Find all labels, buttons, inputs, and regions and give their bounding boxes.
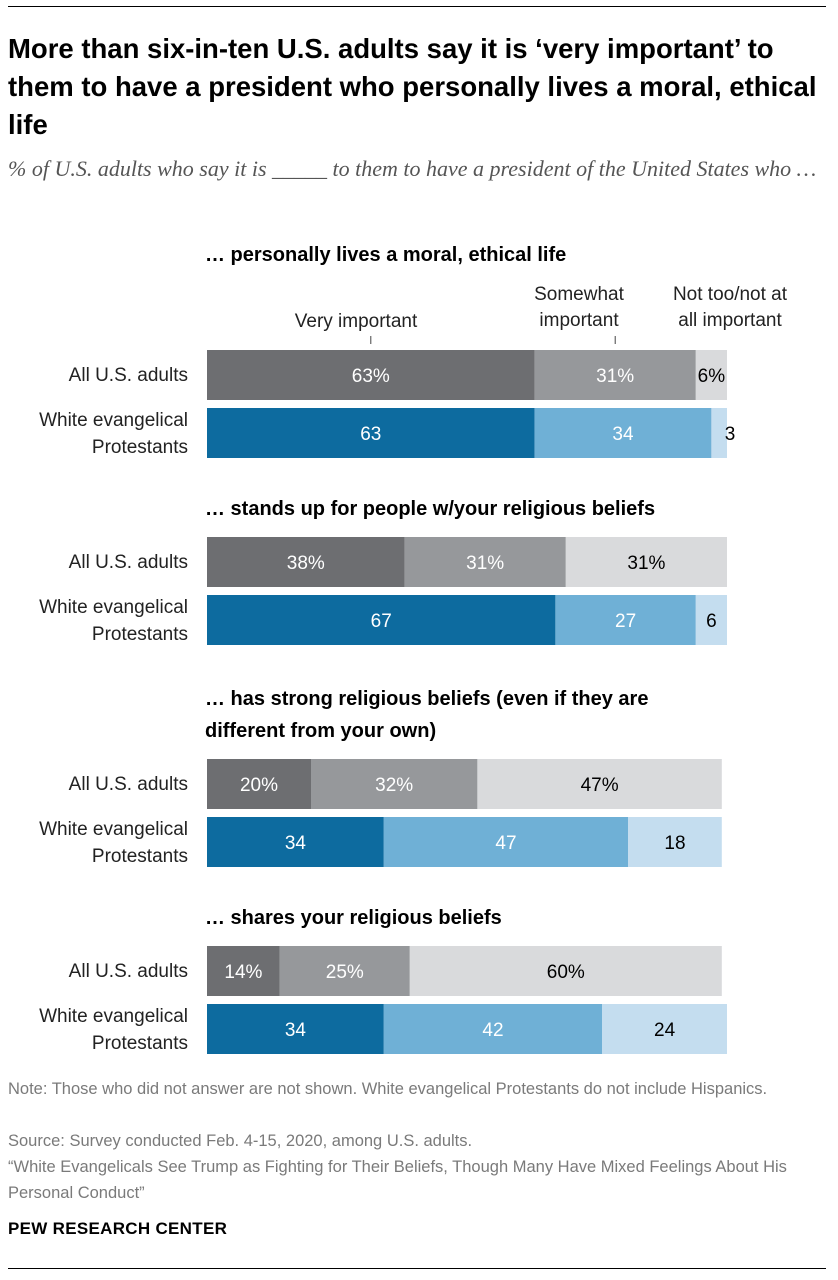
category-label-white-evangelical: White evangelical Protestants bbox=[39, 410, 188, 458]
stacked-bar-chart: Very important Somewhat important Not too/n… bbox=[39, 244, 788, 1054]
data-label: 42 bbox=[482, 1020, 503, 1041]
bar-segment bbox=[279, 946, 410, 996]
bar-segment bbox=[565, 537, 727, 587]
data-label: 47% bbox=[581, 775, 619, 796]
data-label: 31% bbox=[596, 366, 634, 387]
category-label-white-evangelical: White evangelical Protestants bbox=[39, 819, 188, 867]
bar-segment bbox=[207, 595, 556, 645]
bar-segment bbox=[695, 595, 727, 645]
chart-note: Note: Those who did not answer are not s… bbox=[8, 1080, 768, 1098]
data-label: 14% bbox=[224, 962, 262, 983]
panel-heading: … stands up for people w/your religious … bbox=[205, 498, 655, 520]
data-label: 67 bbox=[371, 611, 392, 632]
chart-subtitle: % of U.S. adults who say it is _____ to … bbox=[8, 156, 817, 181]
bar-segment bbox=[555, 595, 696, 645]
bar-segment bbox=[711, 408, 727, 458]
data-label: 34 bbox=[612, 424, 634, 445]
bar-segment bbox=[534, 408, 712, 458]
bar-segment bbox=[628, 817, 722, 867]
chart-title: More than six-in-ten U.S. adults say it … bbox=[8, 33, 817, 140]
data-label: 34 bbox=[285, 833, 307, 854]
data-label: 24 bbox=[654, 1020, 676, 1041]
bar-segment bbox=[207, 537, 405, 587]
chart-source: Source: Survey conducted Feb. 4-15, 2020… bbox=[8, 1132, 473, 1150]
legend-very-important: Very important bbox=[295, 311, 418, 332]
data-label: 27 bbox=[615, 611, 636, 632]
data-label: 18 bbox=[664, 833, 685, 854]
data-label: 32% bbox=[375, 775, 413, 796]
data-label: 60% bbox=[547, 962, 585, 983]
report-title: “White Evangelicals See Trump as Fightin… bbox=[8, 1158, 787, 1202]
top-rule bbox=[8, 6, 826, 7]
data-label: 31% bbox=[466, 553, 504, 574]
legend-somewhat-important: Somewhat important bbox=[534, 284, 624, 331]
bar-segment bbox=[207, 759, 311, 809]
data-label: 63% bbox=[352, 366, 390, 387]
brand-name: PEW RESEARCH CENTER bbox=[8, 1219, 228, 1238]
bar-segment bbox=[477, 759, 722, 809]
bar-segment bbox=[207, 350, 535, 400]
bar-segment bbox=[207, 1004, 384, 1054]
bar-segment bbox=[311, 759, 478, 809]
bar-segment bbox=[404, 537, 566, 587]
category-label-all-adults: All U.S. adults bbox=[69, 552, 188, 573]
bar-segment bbox=[207, 817, 384, 867]
bar-segment bbox=[383, 1004, 603, 1054]
data-label: 3 bbox=[725, 424, 736, 445]
category-label-all-adults: All U.S. adults bbox=[69, 961, 188, 982]
panel-heading: … shares your religious beliefs bbox=[205, 907, 502, 929]
data-label: 38% bbox=[287, 553, 325, 574]
legend-not-important: Not too/not at all important bbox=[673, 284, 788, 331]
data-label: 47 bbox=[495, 833, 516, 854]
category-label-all-adults: All U.S. adults bbox=[69, 774, 188, 795]
bar-segment bbox=[602, 1004, 727, 1054]
data-label: 20% bbox=[240, 775, 278, 796]
data-label: 31% bbox=[627, 553, 665, 574]
data-label: 6 bbox=[706, 611, 717, 632]
panel-heading: … has strong religious beliefs (even if … bbox=[205, 688, 648, 742]
bar-segment bbox=[409, 946, 722, 996]
category-label-white-evangelical: White evangelical Protestants bbox=[39, 1006, 188, 1054]
bar-segment bbox=[207, 946, 280, 996]
category-label-white-evangelical: White evangelical Protestants bbox=[39, 597, 188, 645]
bar-segment bbox=[695, 350, 727, 400]
bar-segment bbox=[207, 408, 535, 458]
data-label: 34 bbox=[285, 1020, 307, 1041]
bottom-rule bbox=[8, 1268, 826, 1269]
panel-heading: … personally lives a moral, ethical life bbox=[205, 244, 566, 266]
data-label: 63 bbox=[360, 424, 381, 445]
bar-segment bbox=[383, 817, 629, 867]
bar-segment bbox=[534, 350, 696, 400]
category-label-all-adults: All U.S. adults bbox=[69, 365, 188, 386]
data-label: 6% bbox=[698, 366, 726, 387]
data-label: 25% bbox=[326, 962, 364, 983]
